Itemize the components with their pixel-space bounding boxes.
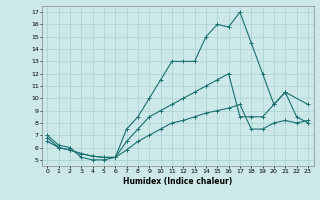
X-axis label: Humidex (Indice chaleur): Humidex (Indice chaleur) [123, 177, 232, 186]
